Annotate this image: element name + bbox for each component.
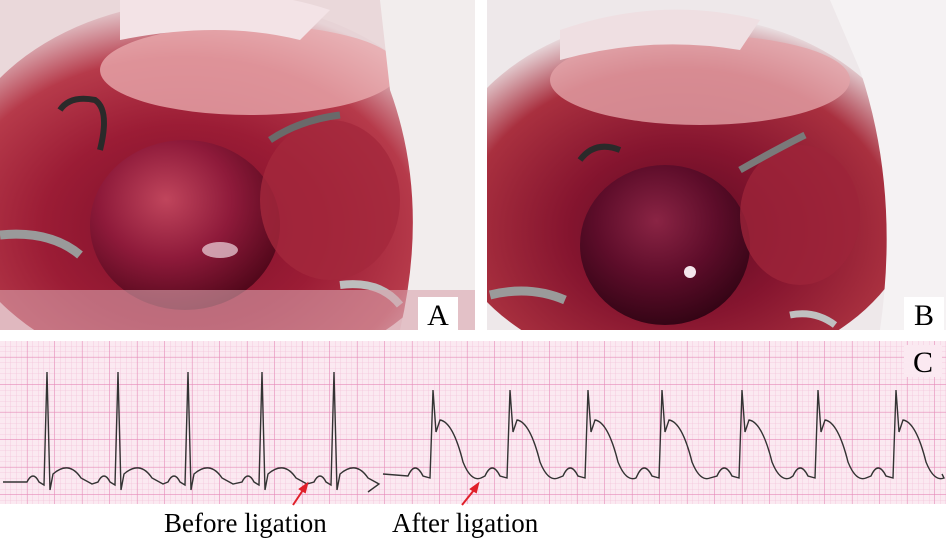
panel-label: C [913, 346, 933, 379]
panel-label: A [427, 299, 449, 332]
ecg-trace [3, 371, 945, 493]
annotation: Before ligation [164, 508, 327, 538]
arrows [292, 481, 480, 506]
panel-label: B [914, 299, 934, 332]
photo-a [0, 0, 475, 330]
annotation: After ligation [392, 508, 539, 538]
photo-b [487, 0, 946, 330]
ecg-grid [0, 341, 946, 504]
